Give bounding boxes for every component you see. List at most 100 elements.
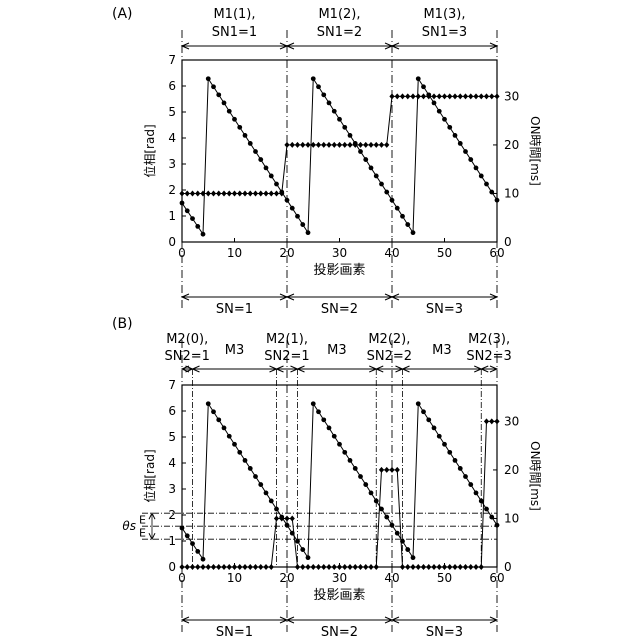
panel-b-on-time-point [253,564,258,570]
panel-b-phase-point [264,491,269,496]
panel-a-on-time-point [284,142,289,148]
panel-b-on-time-point [269,564,274,570]
panel-a-phase-point [453,133,458,138]
panel-a-x-tick-label: 10 [227,246,242,260]
panel-b-phase-point [432,426,437,431]
panel-a-phase-point [468,157,473,162]
panel-a-phase-point [437,109,442,114]
panel-a-on-time-point [400,93,405,99]
panel-a-phase-point [300,222,305,227]
panel-a-phase-point [211,84,216,89]
panel-a-on-time-point [190,190,195,196]
panel-a-phase-point [342,125,347,130]
panel-b-on-time-point [221,564,226,570]
panel-b-on-time-point [479,564,484,570]
panel-a-phase-point [227,109,232,114]
panel-b-phase-point [474,491,479,496]
panel-b-phase-point [185,533,190,538]
panel-b-on-time-point [431,564,436,570]
panel-b-phase-point [374,499,379,504]
panel-b-y2-tick-label: 30 [504,414,519,428]
panel-a-y-tick-label: 7 [168,53,176,67]
panel-a-on-time-point [253,190,258,196]
panel-a-phase-point [489,190,494,195]
panel-a-on-time-point [431,93,436,99]
panel-a-on-time-point [316,142,321,148]
panel-b-y-tick-label: 6 [168,404,176,418]
panel-a-phase-point [206,76,211,81]
panel-b-phase-point [201,557,206,562]
panel-a-on-time-point [274,190,279,196]
panel-b-on-time-point [389,467,394,473]
panel-b-on-time-point [358,564,363,570]
panel-a-y2-tick-label: 20 [504,138,519,152]
panel-b-on-time-point [263,564,268,570]
panel-b-theta-label: θs [122,519,136,533]
panel-a-on-time-point [447,93,452,99]
panel-b-y-tick-label: 1 [168,534,176,548]
panel-a-bottom-label: SN=1 [216,302,253,317]
panel-b-top-label-line2: SN2=3 [466,349,511,364]
panel-a-phase-point [400,214,405,219]
panel-b-x-tick-label: 10 [227,571,242,585]
panel-a-x-axis-label: 投影画素 [313,262,365,278]
panel-b-y2-tick-label: 0 [504,560,512,574]
panel-a-phase-point [311,76,316,81]
panel-b-phase-point [222,426,227,431]
panel-a-phase-point [216,92,221,97]
panel-b-phase-point [369,491,374,496]
panel-a-on-time-point [258,190,263,196]
panel-a-on-time-point [458,93,463,99]
panel-a-phase-point [321,92,326,97]
panel-b-on-time-point [258,564,263,570]
panel-b-on-time-point [458,564,463,570]
panel-a-top-label-line1: M1(1), [213,7,255,22]
panel-b-phase-point [327,426,332,431]
panel-a-phase-point [248,141,253,146]
panel-a-on-time-point [227,190,232,196]
panel-b-on-time-point [237,564,242,570]
panel-b-on-time-point [227,564,232,570]
panel-b-phase-point [442,442,447,447]
panel-a-on-time-point [479,93,484,99]
panel-b-on-time-point [211,564,216,570]
panel-b-y-tick-label: 4 [168,456,176,470]
panel-a-on-time-point [395,93,400,99]
panel-b-phase-point [316,409,321,414]
panel-b-x-tick-label: 60 [489,571,504,585]
panel-b-phase-point [342,450,347,455]
panel-b-on-time-point [368,564,373,570]
panel-a-y-axis-label: 位相[rad] [142,124,157,177]
panel-a-phase-point [416,76,421,81]
panel-a-x-tick-label: 0 [178,246,186,260]
panel-a-phase-point [269,174,274,179]
panel-a-phase-point [332,109,337,114]
panel-a-on-time-point [368,142,373,148]
panel-a-on-time-point [405,93,410,99]
panel-a-on-time-point [290,142,295,148]
panel-a-top-label-line2: SN1=3 [422,25,467,40]
panel-b-phase-line [182,404,497,559]
panel-a-on-time-point [410,93,415,99]
panel-b-on-time-point [395,467,400,473]
panel-b-on-time-point [384,467,389,473]
panel-b-on-time-point [463,564,468,570]
panel-a-on-time-point [237,190,242,196]
panel-a-on-time-point [416,93,421,99]
panel-a-phase-point [253,149,258,154]
panel-a-phase-point [458,141,463,146]
panel-a-phase-point [358,149,363,154]
panel-b-on-time-point [305,564,310,570]
panel-a-phase-point [327,101,332,106]
panel-b-on-time-point [405,564,410,570]
panel-b-phase-point [227,434,232,439]
panel-b-on-time-point [332,564,337,570]
panel-a-top-label-line2: SN1=2 [317,25,362,40]
panel-b-x-tick-label: 20 [279,571,294,585]
panel-b-on-time-point [447,564,452,570]
panel-b-y-tick-label: 3 [168,482,176,496]
panel-a-phase-point [495,198,500,203]
panel-a-plot-frame [182,60,497,242]
panel-b-on-time-point [190,564,195,570]
panel-a-phase-point [195,224,200,229]
